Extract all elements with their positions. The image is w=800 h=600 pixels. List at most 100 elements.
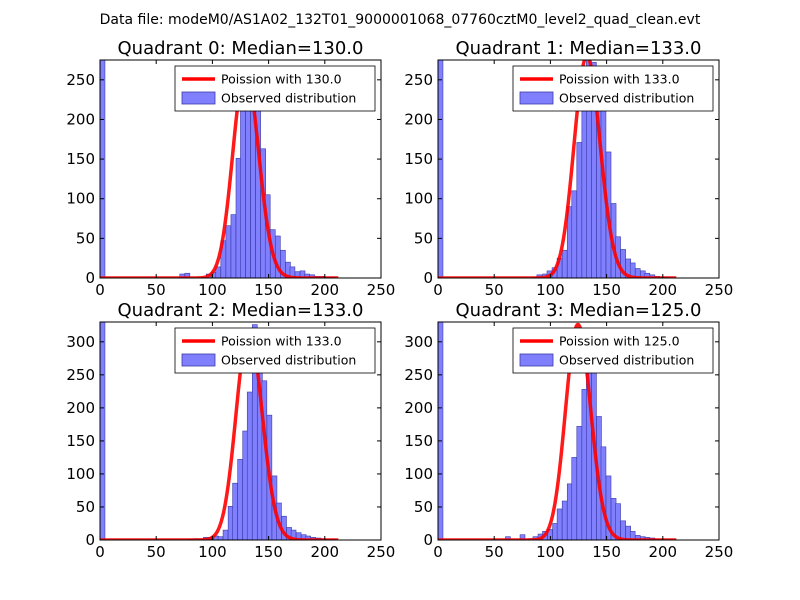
subplot-title: Quadrant 2: Median=133.0 (118, 300, 364, 321)
subplot-title: Quadrant 1: Median=133.0 (456, 38, 702, 59)
y-tick-label: 100 (66, 190, 95, 208)
x-tick-label: 50 (485, 543, 504, 561)
axes-frame (99, 321, 382, 541)
x-tick-label: 250 (705, 281, 734, 299)
y-tick-label: 200 (404, 399, 433, 417)
x-tick-label: 0 (433, 281, 443, 299)
axes-frame (99, 59, 382, 279)
y-tick-label: 250 (66, 366, 95, 384)
histogram-bar (620, 520, 626, 540)
y-tick-label: 100 (404, 465, 433, 483)
x-tick-label: 150 (592, 543, 621, 561)
y-tick-label: 50 (76, 498, 95, 516)
histogram-bar (438, 60, 444, 278)
histogram-bar (571, 190, 578, 278)
histogram-bar (438, 322, 444, 540)
x-tick-label: 200 (310, 543, 339, 561)
y-tick-label: 250 (404, 366, 433, 384)
histogram-bar (237, 459, 243, 540)
legend-label-poisson: Poission with 125.0 (559, 334, 680, 349)
histogram-bar (571, 457, 578, 540)
histogram-bar (561, 249, 568, 278)
legend-label-observed: Observed distribution (221, 353, 356, 368)
x-tick-label: 50 (147, 281, 166, 299)
legend-label-observed: Observed distribution (221, 91, 356, 106)
subplot-quadrant-3: Quadrant 3: Median=125.0 0 50 100 150 200 250 0… (404, 300, 733, 561)
y-tick-label: 50 (414, 498, 433, 516)
x-tick-label: 150 (592, 281, 621, 299)
y-tick-label: 200 (66, 399, 95, 417)
legend-bar-swatch (181, 353, 216, 367)
y-tick-label: 250 (66, 71, 95, 89)
legend: Poission with 130.0 Observed distribution (174, 65, 376, 112)
legend: Poission with 133.0 Observed distribution (512, 65, 714, 112)
y-tick-label: 300 (404, 333, 433, 351)
x-tick-label: 150 (254, 281, 283, 299)
y-tick-label: 0 (423, 269, 433, 287)
legend-label-poisson: Poission with 133.0 (221, 334, 342, 349)
x-tick-label: 0 (95, 281, 105, 299)
y-tick-label: 300 (66, 333, 95, 351)
y-tick-label: 0 (423, 531, 433, 549)
x-tick-label: 50 (485, 281, 504, 299)
x-tick-label: 200 (310, 281, 339, 299)
legend-bar-swatch (519, 91, 554, 105)
x-tick-label: 100 (198, 281, 227, 299)
plot-area (438, 60, 677, 278)
x-tick-label: 100 (536, 543, 565, 561)
axes-frame (437, 59, 720, 279)
subplot-title: Quadrant 0: Median=130.0 (118, 38, 364, 59)
y-tick-label: 0 (85, 531, 95, 549)
y-tick-label: 100 (404, 190, 433, 208)
x-tick-label: 100 (536, 281, 565, 299)
legend: Poission with 125.0 Observed distribution (512, 327, 714, 374)
legend-bar-swatch (181, 91, 216, 105)
x-tick-label: 0 (95, 543, 105, 561)
x-tick-label: 200 (648, 543, 677, 561)
y-tick-label: 250 (404, 71, 433, 89)
histogram-bar (246, 391, 253, 540)
x-tick-label: 250 (705, 543, 734, 561)
subplot-quadrant-2: Quadrant 2: Median=133.0 0 50 100 150 200 250 0… (66, 300, 395, 561)
histogram-bar (222, 529, 229, 540)
histogram-bar (232, 482, 238, 540)
subplot-quadrant-1: Quadrant 1: Median=133.0 0 50 100 150 200 250 0… (404, 38, 733, 299)
y-tick-label: 200 (404, 110, 433, 128)
legend-label-observed: Observed distribution (559, 353, 694, 368)
histogram-bar (561, 500, 568, 540)
histogram-bar (576, 426, 583, 540)
subplot-grid: Quadrant 0: Median=130.0 0 50 100 150 200 250 0… (66, 38, 733, 561)
y-tick-label: 150 (66, 432, 95, 450)
histogram-bar (576, 142, 583, 278)
x-tick-label: 200 (648, 281, 677, 299)
subplot-title: Quadrant 3: Median=125.0 (456, 300, 702, 321)
histogram-bar (240, 92, 246, 278)
histogram-bar (100, 322, 106, 540)
legend-label-poisson: Poission with 130.0 (221, 72, 342, 87)
x-tick-label: 250 (367, 543, 396, 561)
legend-label-observed: Observed distribution (559, 91, 694, 106)
x-tick-label: 150 (254, 543, 283, 561)
histogram-bar (225, 225, 232, 278)
y-tick-label: 150 (66, 150, 95, 168)
y-tick-label: 50 (414, 229, 433, 247)
histogram-bar (615, 503, 621, 540)
histogram-bar (230, 214, 237, 278)
histogram-bar (556, 508, 563, 540)
legend-bar-swatch (519, 353, 554, 367)
legend: Poission with 133.0 Observed distribution (174, 327, 376, 374)
y-tick-label: 50 (76, 229, 95, 247)
y-tick-label: 0 (85, 269, 95, 287)
y-tick-label: 150 (404, 432, 433, 450)
x-tick-label: 50 (147, 543, 166, 561)
x-tick-label: 250 (367, 281, 396, 299)
y-tick-label: 100 (66, 465, 95, 483)
axes-frame (437, 321, 720, 541)
histogram-bar (100, 60, 106, 278)
y-tick-label: 200 (66, 110, 95, 128)
x-tick-label: 100 (198, 543, 227, 561)
subplot-quadrant-0: Quadrant 0: Median=130.0 0 50 100 150 200 250 0… (66, 38, 395, 299)
figure-suptitle: Data file: modeM0/AS1A02_132T01_90000010… (100, 12, 701, 28)
y-tick-label: 150 (404, 150, 433, 168)
